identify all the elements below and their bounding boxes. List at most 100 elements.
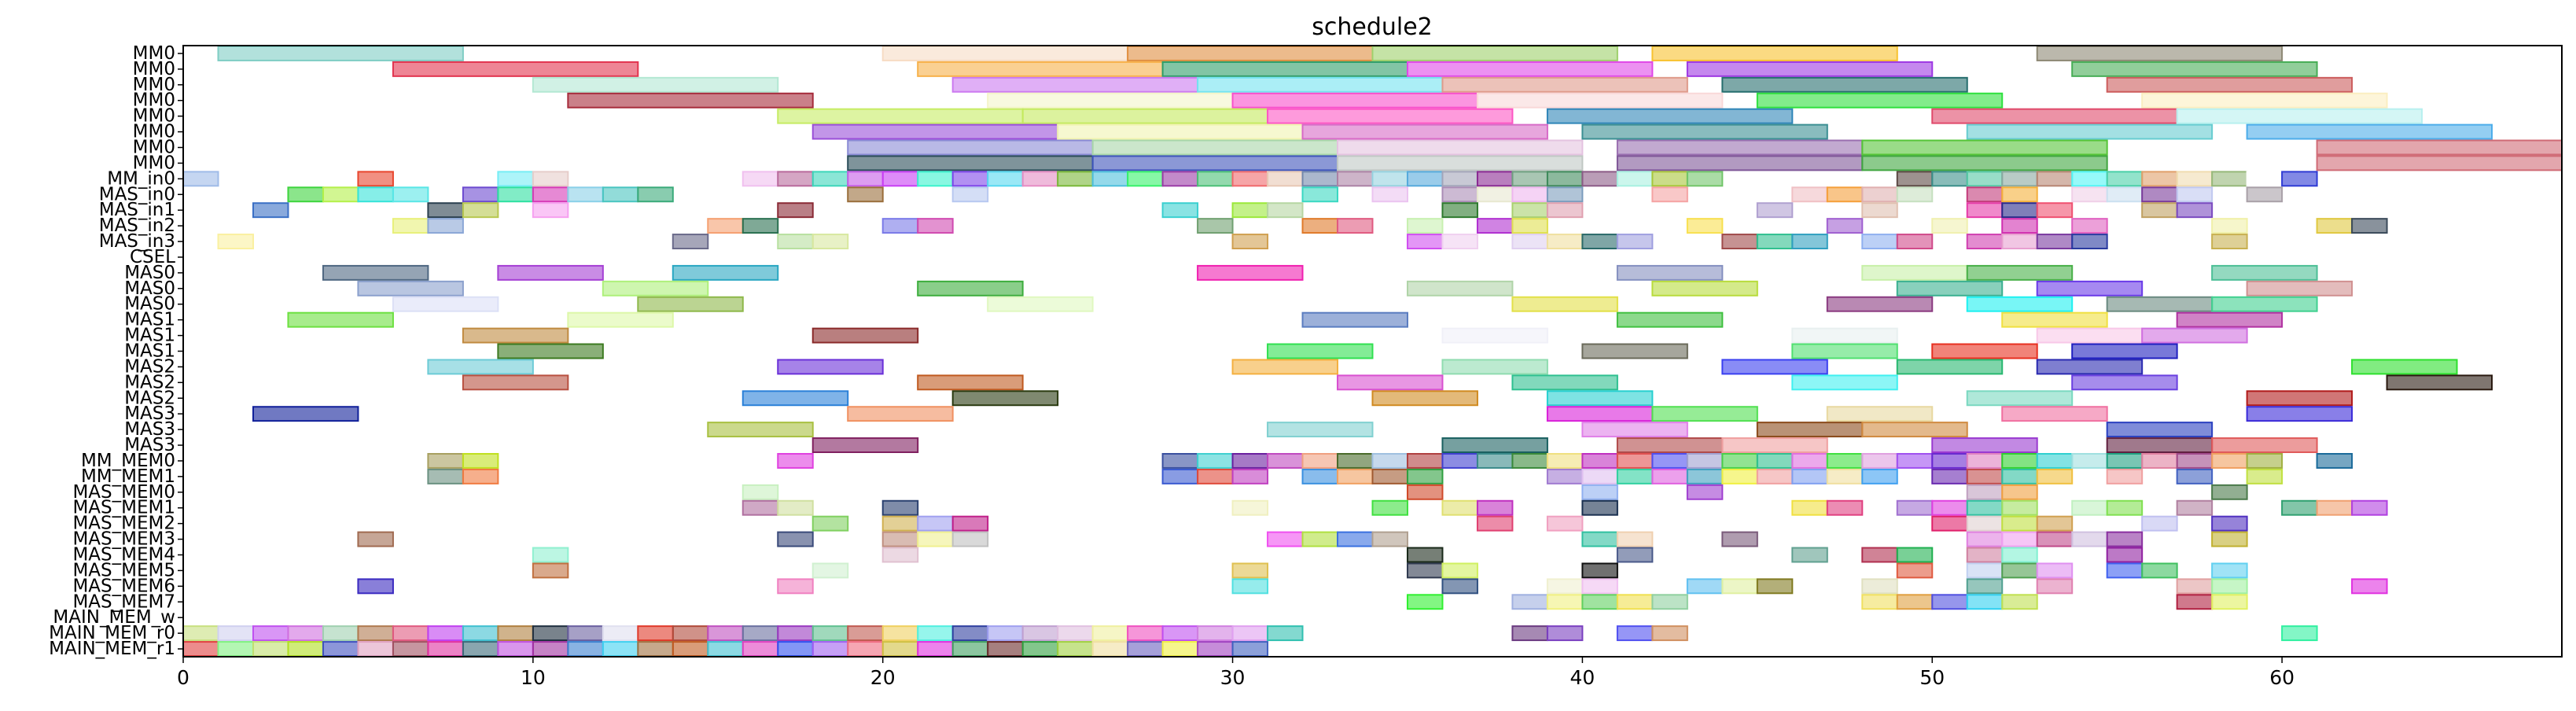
gantt-bar xyxy=(2036,468,2074,484)
gantt-bar xyxy=(1406,594,1444,610)
gantt-bar xyxy=(1267,202,1304,219)
gantt-bar xyxy=(2211,452,2248,469)
gantt-bar xyxy=(1021,641,1059,658)
gantt-bar xyxy=(1511,202,1548,219)
gantt-bar xyxy=(1756,92,2004,109)
gantt-bar xyxy=(1546,108,1794,124)
gantt-bar xyxy=(2036,578,2074,595)
gantt-bar xyxy=(1616,547,1654,563)
gantt-bar xyxy=(1756,578,1794,595)
gantt-bar xyxy=(1441,234,1478,250)
gantt-bar xyxy=(742,484,779,500)
gantt-bar xyxy=(1791,234,1828,250)
gantt-bar xyxy=(847,139,1094,156)
gantt-bar xyxy=(2351,218,2388,234)
gantt-bar xyxy=(532,76,779,93)
gantt-bar xyxy=(2176,202,2214,219)
y-tick-label: MAS0 xyxy=(124,278,175,299)
gantt-bar xyxy=(1826,406,1934,422)
gantt-bar xyxy=(2246,123,2493,140)
gantt-bar xyxy=(2071,343,2178,359)
gantt-bar xyxy=(1966,452,2004,469)
gantt-bar xyxy=(1791,186,1828,203)
gantt-bar xyxy=(1861,547,1898,563)
gantt-bar xyxy=(881,547,919,563)
gantt-bar xyxy=(1021,108,1269,124)
y-tick-label: MAIN_MEM_w xyxy=(53,607,175,628)
gantt-bar xyxy=(2071,531,2108,547)
gantt-bar xyxy=(1826,452,1864,469)
gantt-bar xyxy=(1406,234,1444,250)
gantt-bar xyxy=(1231,641,1269,658)
gantt-bar xyxy=(1371,186,1408,203)
gantt-bar xyxy=(2001,594,2038,610)
y-tick-label: MM0 xyxy=(133,59,175,79)
gantt-bar xyxy=(2071,186,2108,203)
gantt-bar xyxy=(1861,139,2108,156)
y-tick-label: MM0 xyxy=(133,138,175,158)
gantt-bar xyxy=(2316,218,2353,234)
gantt-bar xyxy=(1931,468,1968,484)
gantt-bar xyxy=(2001,186,2038,203)
y-tick-label: MAS_in2 xyxy=(99,216,175,236)
gantt-bar xyxy=(462,374,569,391)
y-tick-label: MAS1 xyxy=(124,326,175,346)
gantt-bar xyxy=(1966,484,2004,500)
gantt-bar xyxy=(532,641,569,658)
gantt-bar xyxy=(1371,390,1478,407)
gantt-bar xyxy=(2001,499,2038,516)
gantt-bar xyxy=(182,171,219,187)
gantt-bar xyxy=(1686,484,1724,500)
gantt-bar xyxy=(2106,531,2144,547)
x-tick-label: 30 xyxy=(1220,666,1246,689)
gantt-bar xyxy=(2246,280,2353,297)
gantt-bar xyxy=(1581,452,1618,469)
gantt-bar xyxy=(392,625,429,642)
gantt-bar xyxy=(1896,499,1934,516)
y-tick-label: MM0 xyxy=(133,75,175,95)
gantt-bar xyxy=(427,452,464,469)
gantt-bar xyxy=(1861,468,1898,484)
gantt-bar xyxy=(2001,218,2038,234)
y-tick-label: CSEL xyxy=(130,247,175,267)
gantt-bar xyxy=(497,625,534,642)
gantt-bar xyxy=(1441,437,1548,454)
gantt-bar xyxy=(1231,92,1478,109)
gantt-bar xyxy=(357,280,464,297)
y-tick-label: MAS_in3 xyxy=(99,231,175,252)
gantt-bar xyxy=(217,625,254,642)
gantt-bar xyxy=(1861,422,1968,438)
x-axis-ticks: 0 10 20 30 40 50 60 xyxy=(177,657,2294,689)
y-tick-label: MAS3 xyxy=(124,403,175,424)
gantt-bar xyxy=(2211,234,2248,250)
gantt-bar xyxy=(1267,531,1304,547)
gantt-bar xyxy=(1546,578,1584,595)
y-tick-label: MAS2 xyxy=(124,356,175,377)
gantt-bar xyxy=(1197,264,1304,281)
gantt-bar xyxy=(847,406,954,422)
gantt-bar xyxy=(881,625,919,642)
gantt-bar xyxy=(707,625,744,642)
gantt-bar xyxy=(1197,171,1234,187)
gantt-bar xyxy=(1721,437,1828,454)
gantt-bar xyxy=(2246,186,2283,203)
gantt-bar xyxy=(1127,641,1164,658)
gantt-bar xyxy=(427,202,464,219)
gantt-bar xyxy=(2106,562,2144,579)
gantt-bar xyxy=(881,45,1129,61)
y-tick-label: MM0 xyxy=(133,106,175,127)
gantt-bar xyxy=(1616,625,1654,642)
gantt-bar xyxy=(2106,296,2214,312)
gantt-bar xyxy=(2211,515,2248,532)
gantt-bar xyxy=(777,641,814,658)
gantt-bar xyxy=(1511,234,1548,250)
gantt-bar xyxy=(987,641,1024,658)
gantt-bar xyxy=(1966,531,2004,547)
gantt-bar xyxy=(1861,594,1898,610)
gantt-bar xyxy=(2071,61,2318,77)
gantt-bar xyxy=(2246,452,2283,469)
gantt-bar xyxy=(1931,437,2038,454)
gantt-bar xyxy=(2351,578,2388,595)
gantt-bar xyxy=(2071,234,2108,250)
y-tick-label: MAS_MEM4 xyxy=(72,545,175,565)
